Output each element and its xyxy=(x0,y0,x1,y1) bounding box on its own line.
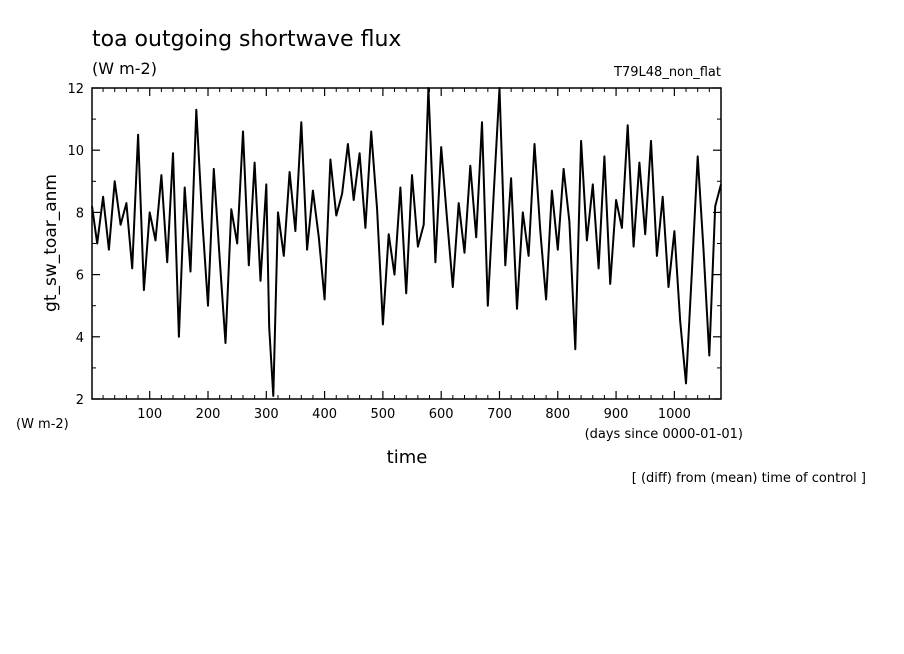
chart-units: (W m-2) xyxy=(92,59,157,78)
x-tick-label: 400 xyxy=(312,407,337,422)
y-tick-label: 10 xyxy=(67,144,84,159)
x-tick-label: 200 xyxy=(196,407,221,422)
x-tick-label: 300 xyxy=(254,407,279,422)
x-tick-label: 800 xyxy=(545,407,570,422)
series-line xyxy=(91,87,722,397)
y-axis: 2 4 6 8 10 12 xyxy=(67,82,721,408)
y-axis-label: gt_sw_toar_anm xyxy=(41,174,61,312)
y-tick-label: 4 xyxy=(76,331,84,346)
footnote: [ (diff) from (mean) time of control ] xyxy=(632,471,866,486)
x-tick-label: 1000 xyxy=(658,407,691,422)
y-axis-units: (W m-2) xyxy=(16,417,69,432)
x-tick-label: 700 xyxy=(487,407,512,422)
x-tick-label: 500 xyxy=(370,407,395,422)
chart-title: toa outgoing shortwave flux xyxy=(92,27,401,52)
y-tick-label: 12 xyxy=(67,82,84,97)
x-axis-units: (days since 0000-01-01) xyxy=(585,427,743,442)
x-axis: 100 200 300 400 500 600 700 800 900 1000 xyxy=(102,88,710,422)
x-tick-label: 900 xyxy=(604,407,629,422)
y-tick-label: 2 xyxy=(76,393,84,408)
x-tick-label: 100 xyxy=(137,407,162,422)
run-label: T79L48_non_flat xyxy=(613,65,721,80)
x-tick-label: 600 xyxy=(429,407,454,422)
y-tick-label: 8 xyxy=(76,206,84,221)
y-tick-label: 6 xyxy=(76,269,84,284)
x-axis-label: time xyxy=(387,447,428,468)
